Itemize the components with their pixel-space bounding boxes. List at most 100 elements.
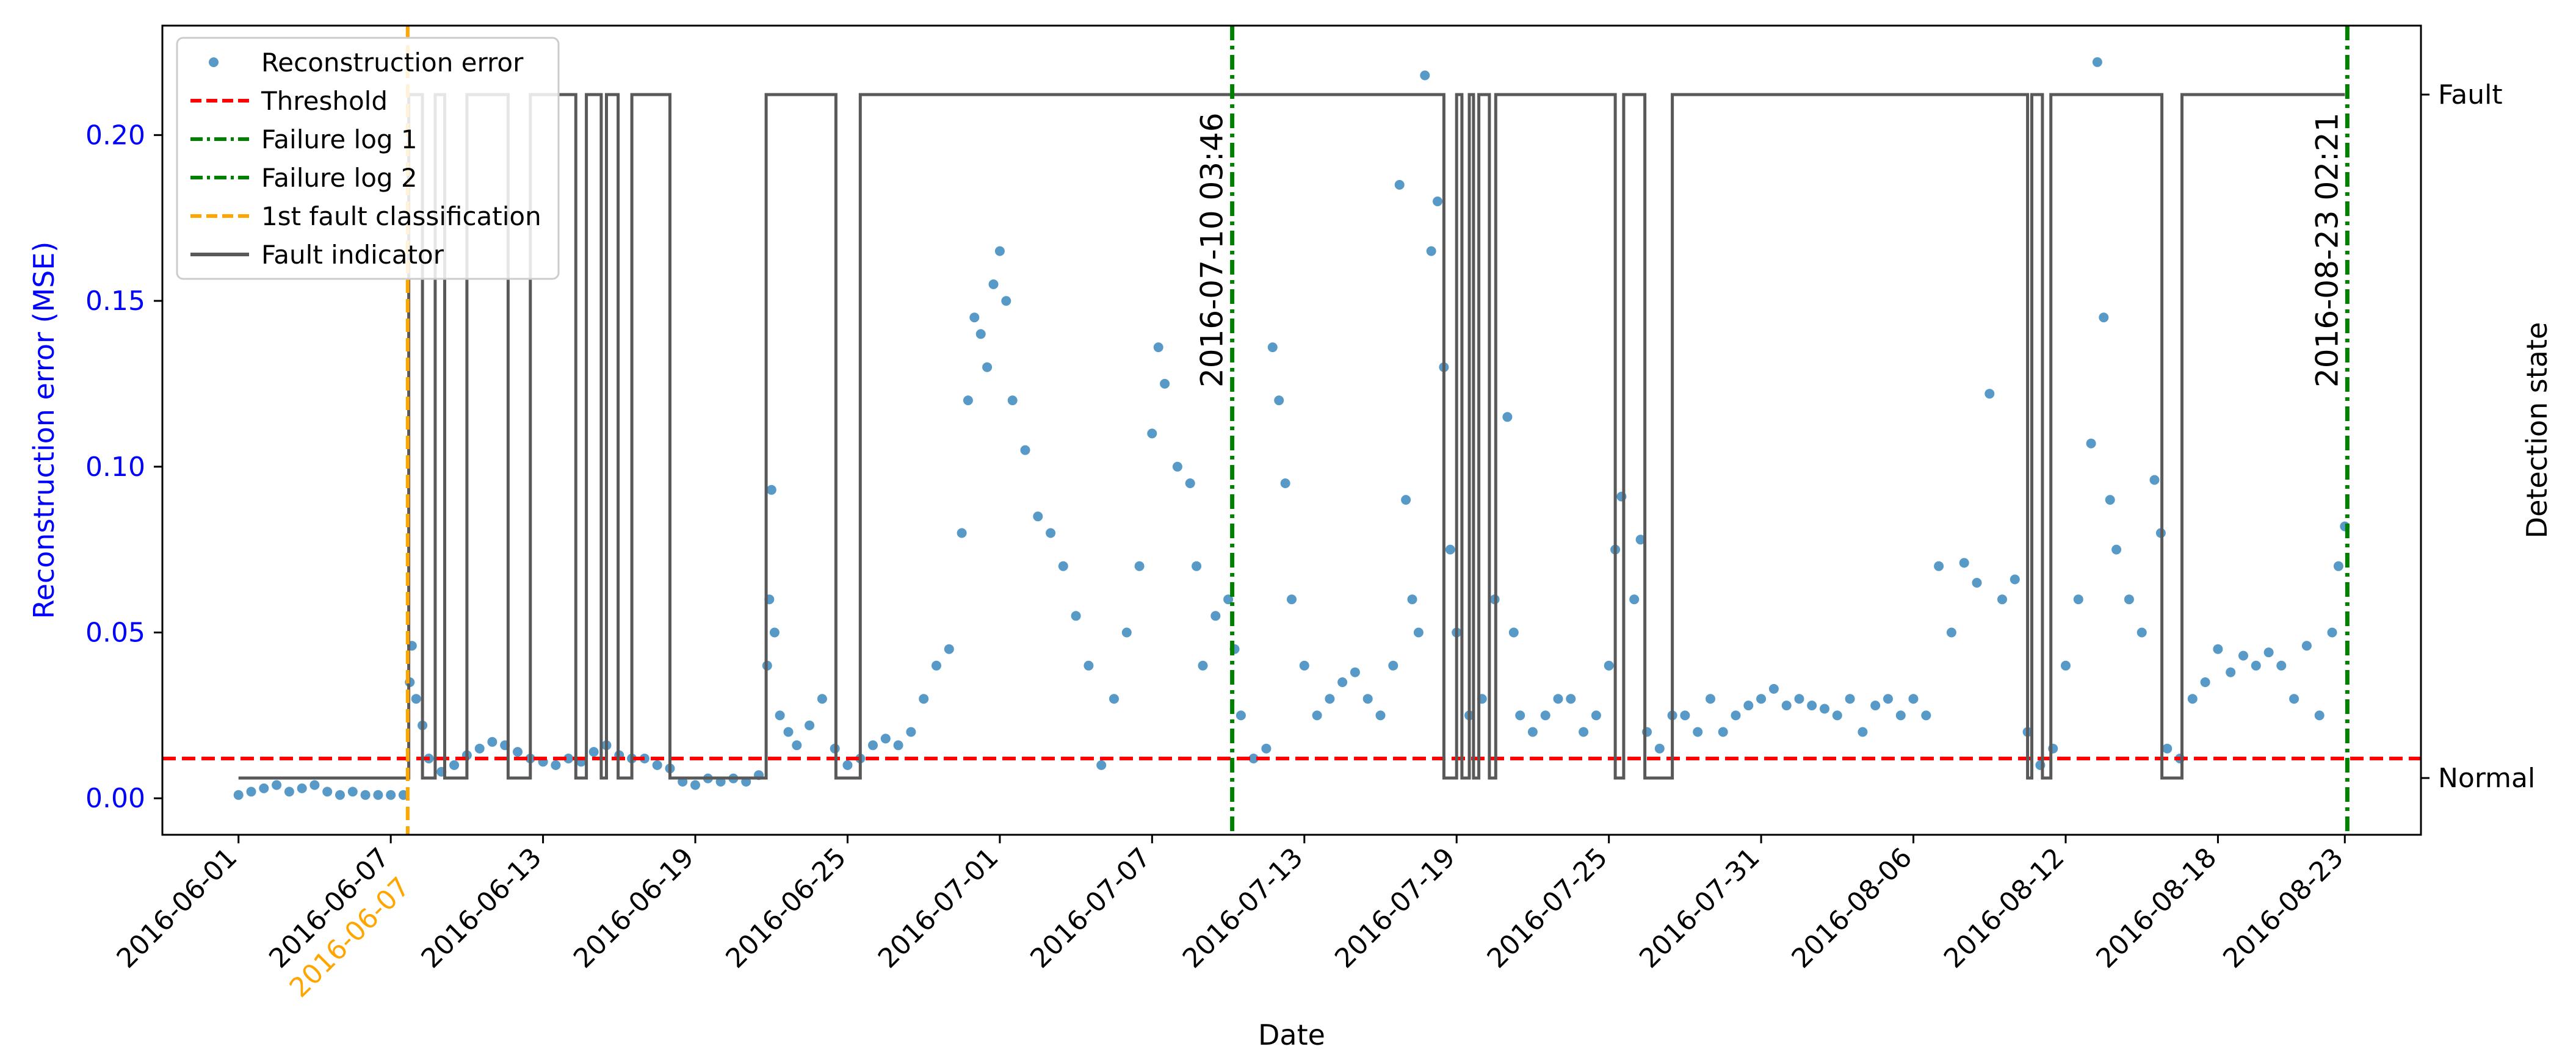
data-point <box>1629 594 1640 605</box>
plot-frame <box>161 24 2422 836</box>
data-point <box>1401 495 1411 505</box>
data-point <box>1706 694 1715 704</box>
data-point <box>335 790 345 800</box>
data-point <box>2226 667 2236 677</box>
data-point <box>932 660 941 671</box>
data-point <box>1248 754 1259 763</box>
data-point <box>1312 710 1322 721</box>
data-point <box>297 783 307 793</box>
data-point <box>360 790 371 800</box>
failure-log-annotation-1: 2016-07-10 03:46 <box>1195 112 1230 387</box>
data-point <box>1743 701 1754 711</box>
x-axis-label: Date <box>1258 1018 1325 1051</box>
data-point <box>2276 660 2287 671</box>
data-point <box>2289 694 2299 704</box>
y-tick-label: 0.15 <box>85 286 145 317</box>
data-point <box>1375 710 1386 721</box>
data-point <box>1096 760 1107 770</box>
legend-label: Threshold <box>261 86 388 116</box>
data-point <box>1934 561 1944 571</box>
legend-label: Fault indicator <box>261 240 444 270</box>
data-point <box>1223 594 1234 605</box>
data-point <box>766 485 776 495</box>
data-point <box>1426 246 1436 256</box>
data-point <box>1508 627 1519 638</box>
data-point <box>2213 644 2223 654</box>
data-point <box>2099 312 2109 323</box>
data-point <box>868 740 878 751</box>
data-point <box>1185 478 1195 488</box>
data-point <box>1908 694 1919 704</box>
data-point <box>1210 611 1221 621</box>
data-point <box>1807 701 1817 711</box>
data-point <box>1192 561 1202 571</box>
data-point <box>1972 578 1982 588</box>
data-point <box>2111 544 2122 555</box>
data-point <box>2251 660 2261 671</box>
data-point <box>1407 594 1417 605</box>
data-point <box>1046 528 1056 538</box>
data-point <box>1121 627 1132 638</box>
data-point <box>246 787 256 797</box>
data-point <box>969 312 980 323</box>
y-tick-label: 0.10 <box>85 452 145 483</box>
data-point <box>1261 743 1272 754</box>
data-point <box>2149 475 2160 485</box>
data-point <box>690 780 700 790</box>
data-point <box>805 720 815 730</box>
data-point <box>1870 701 1881 711</box>
data-point <box>1946 627 1956 638</box>
data-point <box>1984 389 1995 399</box>
data-point <box>1394 179 1405 190</box>
y-tick-label: 0.20 <box>85 120 145 151</box>
data-point <box>1591 710 1601 721</box>
y-axis-label: Reconstruction error (MSE) <box>27 242 60 619</box>
data-point <box>2263 647 2274 658</box>
data-point <box>563 754 574 763</box>
data-point <box>322 787 333 797</box>
legend-label: Failure log 2 <box>261 163 418 193</box>
data-point <box>893 740 903 751</box>
data-point <box>551 760 561 770</box>
data-point <box>1267 342 1278 353</box>
data-point <box>259 783 269 793</box>
data-point <box>1287 594 1297 605</box>
data-point <box>1350 667 1360 677</box>
data-point <box>982 362 993 372</box>
data-point <box>919 694 929 704</box>
data-point <box>1337 677 1348 687</box>
data-point <box>792 740 802 751</box>
data-point <box>2200 677 2210 687</box>
data-point <box>1781 701 1792 711</box>
data-point <box>1033 511 1043 522</box>
data-point <box>1654 743 1665 754</box>
data-point <box>783 727 794 737</box>
data-point <box>1160 378 1170 389</box>
data-point <box>1020 445 1030 455</box>
data-point <box>474 743 485 754</box>
data-point <box>309 780 320 790</box>
data-point <box>1579 727 1589 737</box>
data-point <box>1147 428 1157 439</box>
data-point <box>1858 727 1868 737</box>
data-point <box>272 780 282 790</box>
y2-axis-label: Detection state <box>2520 322 2553 539</box>
data-point <box>769 627 780 638</box>
y2-tick-label: Normal <box>2438 763 2535 794</box>
data-point <box>2124 594 2134 605</box>
legend-label: Reconstruction error <box>261 48 524 77</box>
data-point <box>2136 627 2147 638</box>
data-point <box>1635 535 1646 545</box>
data-point <box>2061 660 2071 671</box>
fault-indicator-line <box>238 93 2345 780</box>
data-point <box>817 694 827 704</box>
data-point <box>1388 660 1398 671</box>
data-point <box>1084 660 1094 671</box>
data-point <box>1502 412 1513 422</box>
data-point <box>1883 694 1893 704</box>
legend-label: Failure log 1 <box>261 124 418 154</box>
data-point <box>1071 611 1081 621</box>
data-point <box>1274 395 1284 406</box>
scatter-points-layer <box>233 57 2350 800</box>
data-point <box>588 747 599 757</box>
